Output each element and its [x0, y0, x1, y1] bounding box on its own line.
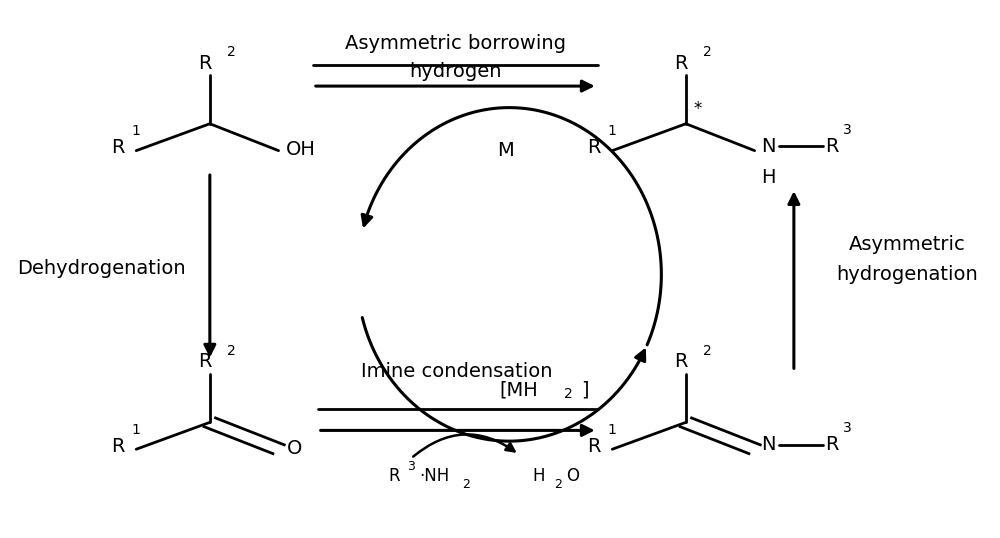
- Text: 2: 2: [227, 45, 235, 59]
- Text: N: N: [761, 435, 776, 455]
- Text: O: O: [566, 467, 579, 485]
- Text: Asymmetric: Asymmetric: [848, 235, 965, 254]
- Text: ·NH: ·NH: [419, 467, 449, 485]
- Text: Dehydrogenation: Dehydrogenation: [18, 259, 186, 279]
- Text: 1: 1: [132, 423, 141, 437]
- Text: R: R: [111, 437, 124, 456]
- Text: 2: 2: [462, 478, 470, 491]
- Text: 2: 2: [564, 387, 572, 401]
- Text: 2: 2: [703, 344, 711, 358]
- Text: 1: 1: [132, 124, 141, 138]
- Text: 3: 3: [407, 460, 415, 473]
- Text: 2: 2: [227, 344, 235, 358]
- Text: OH: OH: [285, 140, 315, 159]
- Text: 1: 1: [608, 124, 617, 138]
- Text: R: R: [674, 352, 688, 371]
- Text: O: O: [286, 438, 302, 458]
- Text: R: R: [198, 54, 212, 73]
- Text: N: N: [761, 137, 776, 156]
- Text: 1: 1: [608, 423, 617, 437]
- Text: 3: 3: [843, 421, 852, 435]
- Text: hydrogen: hydrogen: [409, 61, 501, 81]
- Text: *: *: [694, 101, 702, 118]
- Text: R: R: [111, 138, 124, 158]
- Text: [MH: [MH: [500, 380, 538, 400]
- Text: R: R: [389, 467, 400, 485]
- Text: Asymmetric borrowing: Asymmetric borrowing: [345, 33, 566, 53]
- Text: Imine condensation: Imine condensation: [361, 362, 553, 381]
- Text: R: R: [825, 435, 839, 455]
- Text: ]: ]: [581, 380, 589, 400]
- Text: 3: 3: [843, 123, 852, 137]
- Text: 2: 2: [554, 478, 562, 491]
- Text: hydrogenation: hydrogenation: [836, 265, 978, 284]
- Text: R: R: [587, 138, 601, 158]
- Text: M: M: [497, 141, 514, 160]
- Text: 2: 2: [703, 45, 711, 59]
- Text: R: R: [587, 437, 601, 456]
- Text: R: R: [198, 352, 212, 371]
- Text: R: R: [674, 54, 688, 73]
- Text: H: H: [532, 467, 545, 485]
- Text: R: R: [825, 137, 839, 156]
- Text: H: H: [761, 168, 776, 187]
